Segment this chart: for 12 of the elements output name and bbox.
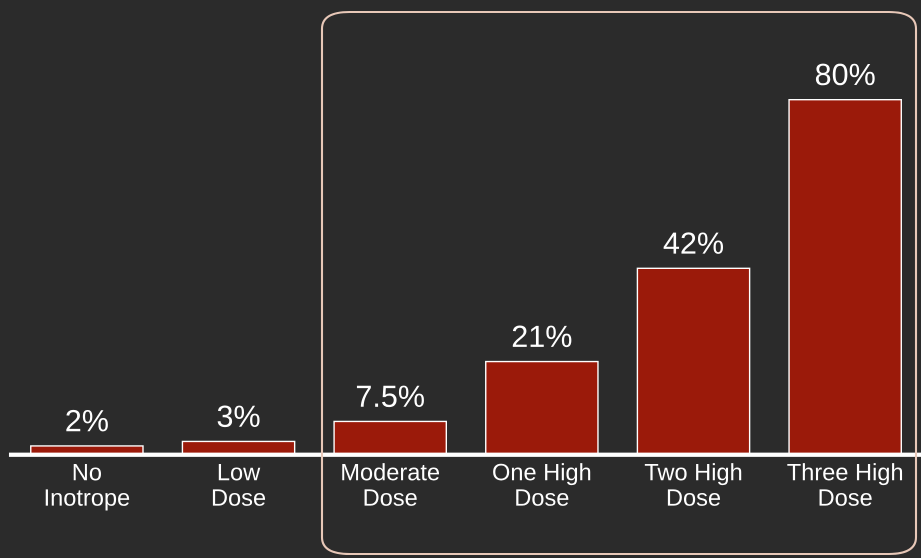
data-label: 80% <box>816 64 875 86</box>
data-label: 3% <box>218 405 260 428</box>
x-tick-label: One High Dose <box>493 463 590 506</box>
data-label: 2% <box>66 410 108 432</box>
data-label: 42% <box>664 232 724 254</box>
x-tick-label: Two High Dose <box>644 463 742 506</box>
data-label: 7.5% <box>356 386 424 408</box>
x-tick-label: Three High Dose <box>787 463 902 506</box>
x-tick-label: Moderate Dose <box>342 463 440 506</box>
data-label: 21% <box>512 326 572 348</box>
x-tick-label: No Inotrope <box>46 464 130 511</box>
x-tick-label: Low Dose <box>212 464 266 506</box>
